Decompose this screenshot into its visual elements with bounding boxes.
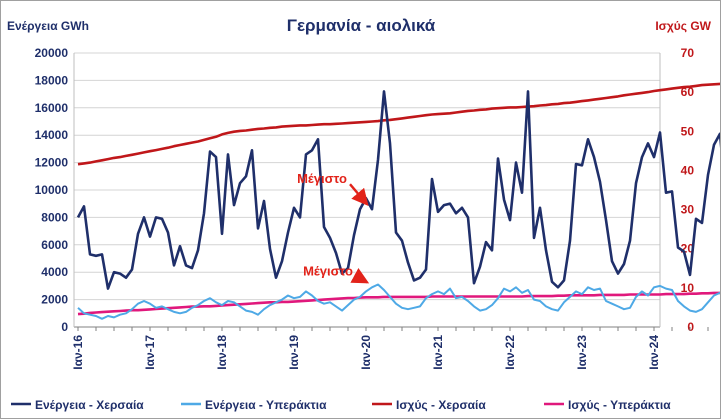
legend-label: Ισχύς - Χερσαία	[396, 398, 486, 412]
chart-title: Γερμανία - αιολικά	[287, 16, 436, 35]
annotations: Μέγιστο Μέγιστο	[297, 171, 370, 284]
annotation-label: Μέγιστο	[297, 171, 347, 186]
x-tick-label: Ιαν-17	[143, 335, 157, 370]
x-tick-label: Ιαν-20	[359, 335, 373, 370]
x-tick-label: Ιαν-16	[71, 335, 85, 370]
y-tick-label-left: 10000	[35, 183, 69, 197]
y-tick-label-right: 30	[681, 203, 695, 217]
series-line-0	[76, 90, 720, 290]
series-line-3	[77, 291, 720, 316]
left-axis-label: Ενέργεια GWh	[7, 19, 89, 33]
y-tick-label-left: 20000	[35, 46, 69, 60]
right-axis-label: Ισχύς GW	[655, 19, 711, 33]
y-tick-label-right: 50	[681, 124, 695, 138]
series-lines	[76, 82, 720, 320]
y-tick-label-right: 0	[687, 320, 694, 334]
x-tick-label: Ιαν-22	[503, 335, 517, 370]
x-tick-label: Ιαν-19	[287, 335, 301, 370]
y-tick-label-left: 16000	[35, 101, 69, 115]
y-tick-label-left: 18000	[35, 73, 69, 87]
x-tick-label: Ιαν-21	[431, 335, 445, 370]
annotation-label: Μέγιστο	[303, 263, 353, 278]
legend: Ενέργεια - Χερσαία Ενέργεια - Υπεράκτια Ισ…	[11, 398, 671, 412]
y-tick-label-right: 60	[681, 85, 695, 99]
x-tick-label: Ιαν-24	[647, 335, 661, 370]
gridlines	[74, 52, 660, 328]
legend-label: Ενέργεια - Υπεράκτια	[205, 398, 327, 412]
y-tick-label-right: 70	[681, 46, 695, 60]
y-tick-label-left: 14000	[35, 128, 69, 142]
x-tick-label: Ιαν-18	[215, 335, 229, 370]
annotation-arrow	[349, 183, 369, 207]
legend-label: Ισχύς - Υπεράκτια	[568, 398, 671, 412]
y-tick-label-left: 0	[61, 320, 68, 334]
y-tick-label-left: 2000	[41, 293, 68, 307]
axes: 0 2000 4000 6000 8000 10000 12000 14000 16000 180…	[35, 46, 709, 370]
annotation-arrow	[350, 268, 370, 284]
series-line-2	[77, 82, 720, 166]
y-tick-label-left: 12000	[35, 156, 69, 170]
y-tick-label-right: 40	[681, 163, 695, 177]
y-tick-label-left: 8000	[41, 210, 68, 224]
y-tick-label-left: 6000	[41, 238, 68, 252]
legend-label: Ενέργεια - Χερσαία	[35, 398, 144, 412]
series-line-1	[77, 283, 720, 320]
x-tick-label: Ιαν-23	[575, 335, 589, 370]
y-tick-label-left: 4000	[41, 265, 68, 279]
y-tick-label-right: 10	[681, 281, 695, 295]
